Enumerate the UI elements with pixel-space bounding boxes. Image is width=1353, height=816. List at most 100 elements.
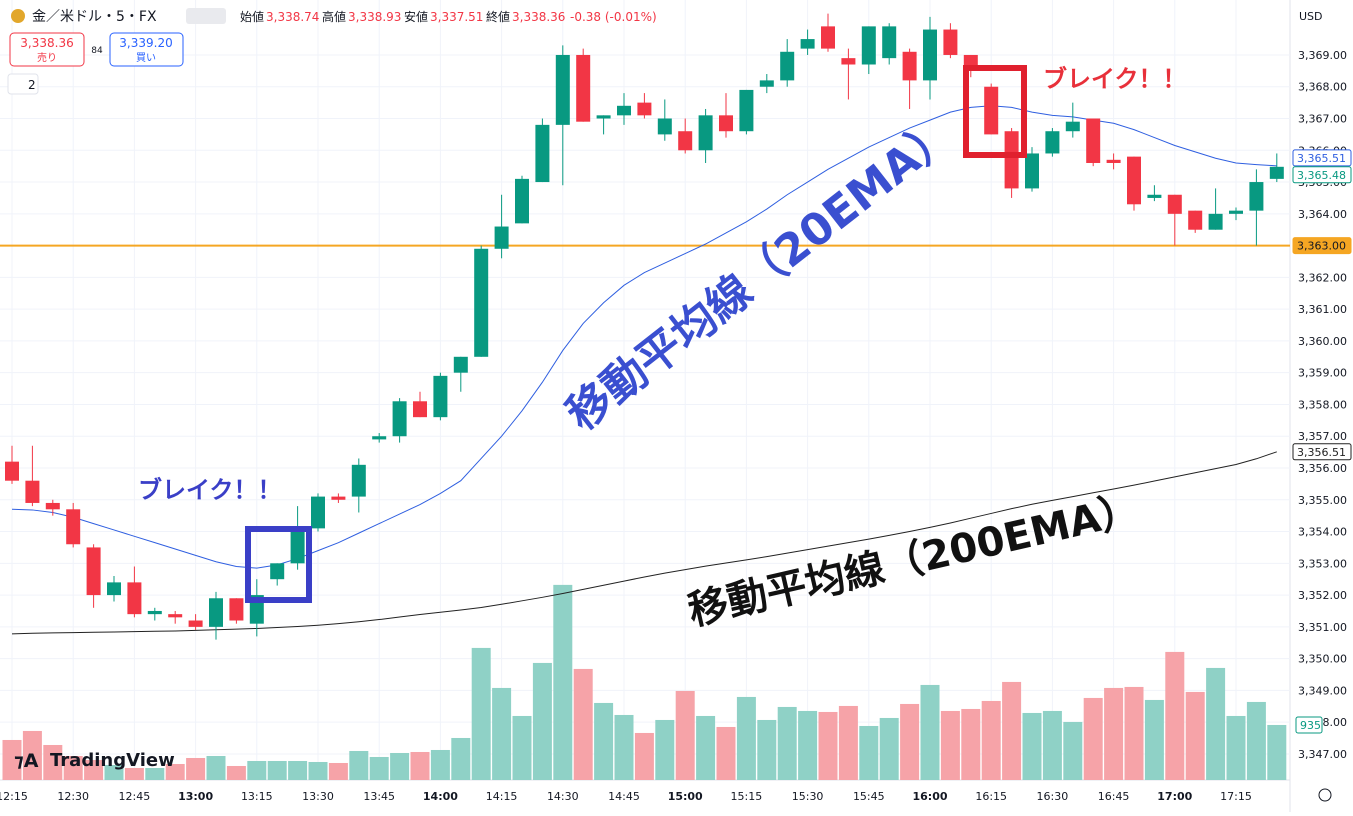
y-tick-label: 3,355.00 (1298, 494, 1347, 507)
candle-body (66, 509, 81, 545)
ohlc-value: 3,338.74 (266, 10, 319, 24)
candle-body (759, 80, 774, 87)
volume-bar (696, 715, 716, 780)
volume-bar (1144, 699, 1164, 780)
y-tick-label: 3,349.00 (1298, 684, 1347, 697)
x-tick-label: 13:45 (363, 790, 395, 803)
volume-bar (145, 767, 165, 780)
annotation: ブレイク！！ (1043, 65, 1187, 93)
candle-body (311, 496, 325, 529)
ohlc-label: 高値 (322, 9, 346, 24)
volume-bar (736, 696, 756, 780)
volume-bar (226, 765, 246, 780)
x-tick-label: 17:00 (1157, 790, 1192, 803)
x-tick-label: 12:15 (0, 790, 28, 803)
volume-bar (900, 703, 920, 780)
y-tick-label: 3,352.00 (1298, 589, 1347, 602)
x-tick-label: 15:00 (668, 790, 703, 803)
volume-bar (1063, 721, 1083, 780)
moving-average (11, 105, 1277, 569)
volume-bar (961, 708, 981, 780)
volume-bar (512, 715, 532, 780)
price-tag (1292, 237, 1352, 255)
candle-body (433, 375, 448, 418)
candle-body (515, 178, 529, 224)
candle-body (5, 461, 19, 481)
annotation: ブレイク！！ (138, 476, 282, 504)
volume-tag-label: 935 (1300, 719, 1321, 732)
candle-body (1045, 131, 1060, 154)
volume-bar (981, 700, 1001, 780)
volume-bar (838, 705, 858, 780)
y-tick-label: 3,356.00 (1298, 462, 1347, 475)
indicator-count: 2 (28, 78, 36, 92)
candle-body (372, 436, 387, 440)
volume-bar (410, 751, 430, 780)
volume-bar (614, 714, 634, 780)
candle-body (1127, 156, 1141, 205)
symbol[interactable]: 金／米ドル・5・FX (32, 9, 157, 25)
volume-bar (288, 760, 308, 780)
ohlc-label: 始値 (240, 9, 264, 24)
candle-body (188, 620, 203, 627)
price-tag-label: 3,363.00 (1297, 240, 1346, 253)
settings[interactable] (1318, 788, 1332, 802)
candle-body (882, 26, 897, 59)
volume-bar (22, 730, 42, 780)
logo-text: TradingView (50, 750, 175, 771)
candle-body (821, 26, 835, 49)
sell-label: 売り (37, 51, 57, 64)
candle-body (290, 528, 305, 564)
candle-body (861, 26, 876, 65)
y-tick-label: 3,367.00 (1298, 113, 1347, 126)
candle-body (1269, 166, 1284, 179)
volume-bar (716, 726, 736, 780)
change: -0.38 (-0.01%) (570, 10, 657, 24)
candle-body (45, 502, 60, 510)
volume-bar (369, 756, 389, 780)
volume-bar (349, 750, 369, 780)
volume-bar (1104, 687, 1124, 780)
candle-body (1208, 213, 1223, 230)
x-tick-label: 12:45 (119, 790, 151, 803)
volume-bar (84, 759, 104, 780)
volume-bar (328, 762, 348, 780)
sell-button[interactable] (9, 32, 85, 67)
y-tick-label: 3,368.00 (1298, 81, 1347, 94)
toggle[interactable] (186, 8, 226, 24)
logo: ⁊𝗔 (14, 750, 39, 772)
volume-bar (1124, 686, 1144, 780)
candle-body (800, 39, 815, 49)
currency[interactable]: USD (1299, 10, 1323, 23)
volume-bar (451, 737, 471, 780)
volume-bar (104, 764, 124, 780)
buy-button[interactable] (109, 32, 184, 67)
candle-body (698, 115, 713, 151)
candle-body (1086, 118, 1101, 163)
volume-bar (267, 760, 287, 780)
y-tick-label: 3,369.00 (1298, 49, 1347, 62)
candle-body (576, 54, 591, 122)
volume-bar (390, 752, 410, 780)
ohlc-value: 3,338.93 (348, 10, 401, 24)
candle-body (1004, 131, 1019, 189)
volume-bar (1083, 697, 1103, 780)
y-tick-label: 3,359.00 (1298, 367, 1347, 380)
candle-body (902, 51, 917, 81)
volume-bar (634, 732, 654, 780)
x-tick-label: 15:45 (853, 790, 885, 803)
indicator-toggle[interactable] (7, 73, 39, 95)
candle-body (86, 547, 101, 596)
candle-body (270, 563, 285, 580)
price-tag (1292, 149, 1352, 167)
candle-body (127, 582, 142, 615)
candle-body (474, 248, 489, 357)
volume-bar (1022, 712, 1042, 780)
volume-bar (492, 687, 512, 780)
y-tick-label: 3,357.00 (1298, 430, 1347, 443)
candle-body (719, 115, 733, 132)
volume-bar (798, 710, 818, 780)
candle-body (1147, 194, 1162, 198)
candle-body (596, 115, 611, 119)
candle-body (453, 356, 468, 373)
